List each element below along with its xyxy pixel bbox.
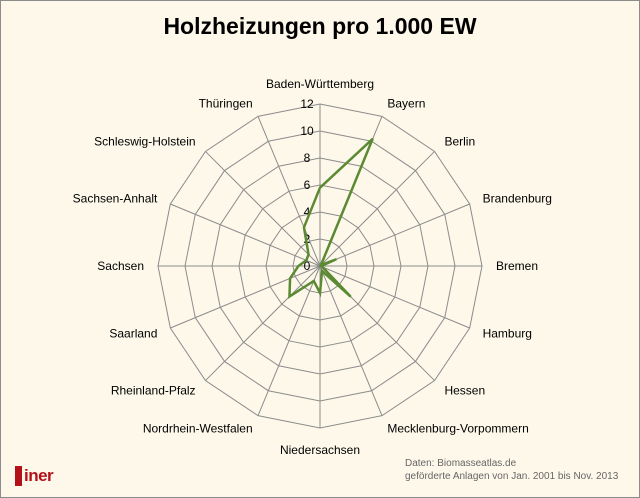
category-label: Schleswig-Holstein	[94, 135, 195, 149]
category-label: Bayern	[387, 96, 425, 110]
category-label: Niedersachsen	[280, 443, 360, 457]
source-note: Daten: Biomasseatlas.de geförderte Anlag…	[405, 457, 618, 483]
data-point	[349, 295, 352, 298]
category-label: Rheinland-Pfalz	[111, 383, 196, 397]
data-point	[288, 295, 291, 298]
data-point	[321, 270, 323, 272]
grid-spoke-9	[257, 265, 321, 416]
tick-label-10: 10	[300, 124, 314, 138]
grid-spoke-11	[170, 265, 321, 329]
data-point	[313, 280, 315, 282]
series-line-0	[288, 137, 374, 299]
data-point	[321, 266, 324, 268]
tick-label-12: 12	[300, 97, 314, 111]
logo-mark-icon	[15, 466, 22, 486]
grid-spoke-2	[319, 151, 435, 267]
category-label: Saarland	[109, 326, 157, 340]
category-label: Berlin	[444, 135, 475, 149]
tick-label-8: 8	[304, 151, 311, 165]
category-label: Sachsen	[97, 259, 144, 273]
category-label: Mecklenburg-Vorpommern	[387, 422, 528, 436]
data-point	[320, 265, 323, 267]
source-line-2: geförderte Anlagen von Jan. 2001 bis Nov…	[405, 471, 619, 482]
source-line-1: Daten: Biomasseatlas.de	[405, 458, 517, 469]
data-point	[297, 265, 300, 267]
data-point	[335, 258, 338, 261]
tick-label-6: 6	[304, 178, 311, 192]
tick-label-4: 4	[304, 205, 311, 219]
data-point	[319, 186, 321, 189]
category-label: Hamburg	[483, 326, 532, 340]
logo-text: iner	[24, 466, 54, 485]
grid-spoke-10	[205, 265, 321, 381]
chart-title: Holzheizungen pro 1.000 EW	[163, 13, 477, 39]
category-label: Sachsen-Anhalt	[73, 192, 158, 206]
category-label: Hessen	[444, 383, 485, 397]
data-point	[303, 226, 305, 229]
category-label: Nordrhein-Westfalen	[143, 422, 253, 436]
data-point	[307, 253, 310, 256]
grid-spoke-13	[170, 203, 321, 267]
grid-spoke-7	[319, 265, 383, 416]
data-point	[289, 277, 291, 280]
grid-spoke-3	[319, 203, 470, 267]
grid-spoke-5	[319, 265, 470, 329]
data-point	[319, 292, 321, 294]
data-point	[305, 259, 308, 262]
logo: iner	[15, 465, 54, 487]
category-label: Bremen	[496, 259, 538, 273]
data-point	[371, 137, 374, 140]
category-label: Baden-Württemberg	[266, 77, 374, 91]
grid-spoke-14	[205, 151, 321, 267]
tick-label-0: 0	[304, 259, 311, 273]
category-label: Brandenburg	[483, 192, 552, 206]
grid-spoke-15	[257, 116, 321, 267]
category-label: Thüringen	[199, 96, 253, 110]
